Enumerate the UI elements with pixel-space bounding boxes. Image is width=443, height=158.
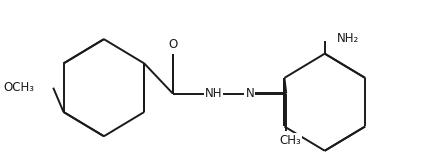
Text: O: O xyxy=(24,81,34,94)
Text: NH₂: NH₂ xyxy=(337,32,359,45)
Text: OCH₃: OCH₃ xyxy=(3,81,34,94)
Text: O: O xyxy=(168,38,177,51)
Text: CH₃: CH₃ xyxy=(280,134,301,147)
Text: NH: NH xyxy=(205,87,222,100)
Text: N: N xyxy=(245,87,254,100)
